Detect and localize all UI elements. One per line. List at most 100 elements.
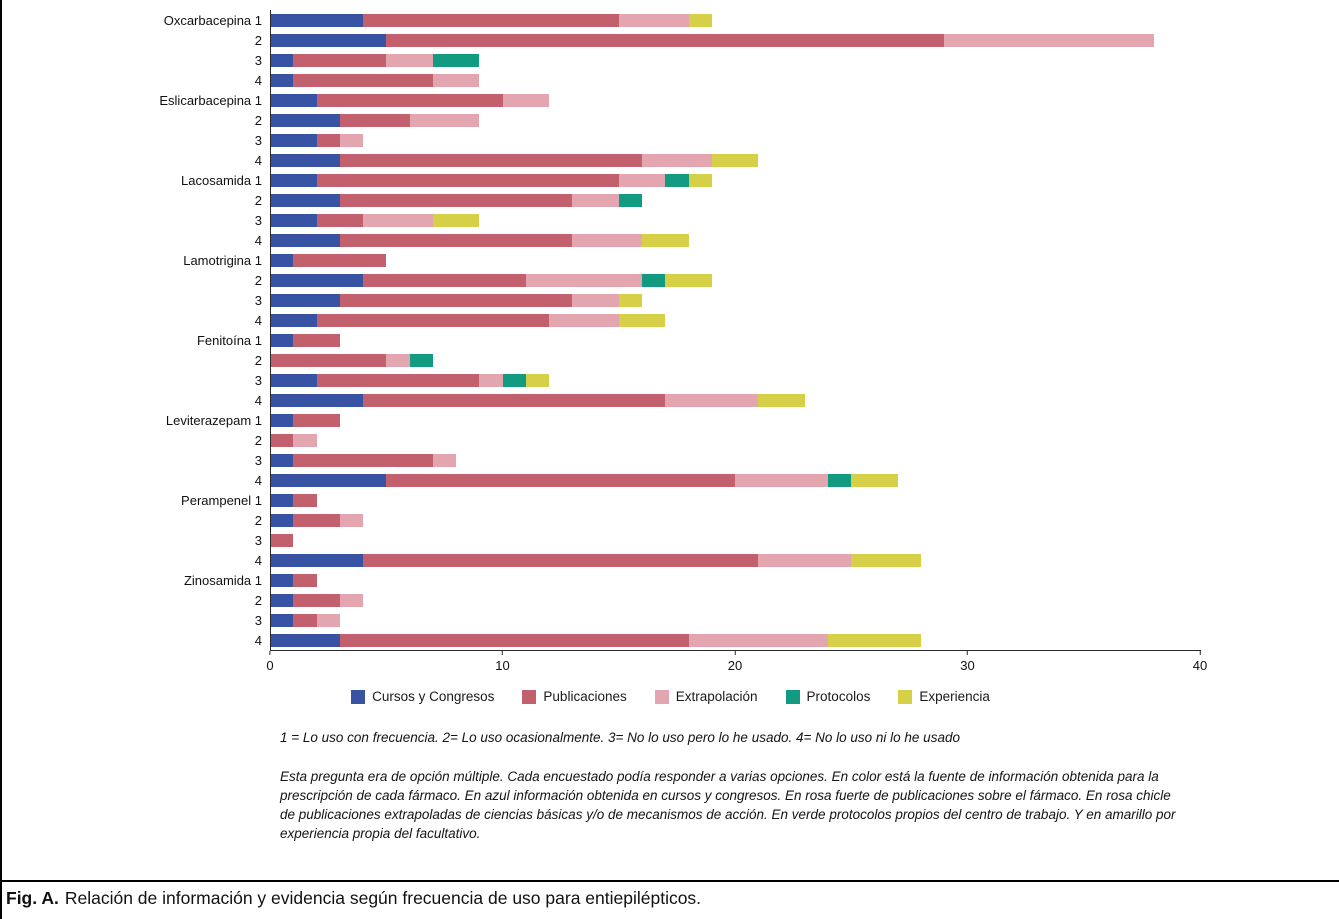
bar-stack <box>270 613 1200 627</box>
legend-item: Experiencia <box>898 689 990 704</box>
bar-stack <box>270 413 1200 427</box>
bar-segment <box>293 253 387 267</box>
bar-segment <box>549 313 619 327</box>
caption-divider <box>2 880 1339 882</box>
legend-label: Protocolos <box>806 689 871 704</box>
legend-item: Publicaciones <box>522 689 627 704</box>
legend-item: Protocolos <box>785 689 871 704</box>
bar-segment <box>270 293 340 307</box>
bar-segment <box>270 113 340 127</box>
chart-row: 3 <box>2 530 1339 550</box>
chart-row: 2 <box>2 590 1339 610</box>
bar-segment <box>572 293 619 307</box>
bar-segment <box>316 173 619 187</box>
y-axis-label: Zinosamida 1 <box>183 572 262 588</box>
bar-segment <box>270 413 294 427</box>
legend-swatch <box>898 689 913 704</box>
bar-segment <box>270 133 317 147</box>
bar-segment <box>339 153 642 167</box>
bar-segment <box>339 593 363 607</box>
bar-segment <box>316 93 503 107</box>
x-axis-tick: 30 <box>960 651 975 673</box>
bar-stack <box>270 173 1200 187</box>
chart-row: 2 <box>2 350 1339 370</box>
chart-row: 3 <box>2 610 1339 630</box>
bar-segment <box>688 13 712 27</box>
chart-row: Leviterazepam 1 <box>2 410 1339 430</box>
y-axis-label: 4 <box>254 152 262 168</box>
legend-item: Cursos y Congresos <box>351 689 494 704</box>
chart-row: 3 <box>2 50 1339 70</box>
bar-segment <box>293 333 340 347</box>
bar-segment <box>432 213 480 227</box>
bar-segment <box>642 233 689 247</box>
bar-segment <box>944 33 1154 47</box>
x-axis-tick: 20 <box>728 651 742 673</box>
legend-label: Experiencia <box>919 689 990 704</box>
legend-item: Extrapolación <box>654 689 758 704</box>
chart-row: Eslicarbacepina 1 <box>2 90 1339 110</box>
bar-stack <box>270 493 1200 507</box>
bar-segment <box>293 73 433 87</box>
bar-segment <box>270 633 340 647</box>
bar-segment <box>293 593 340 607</box>
chart-row: 2 <box>2 110 1339 130</box>
bar-stack <box>270 333 1200 347</box>
y-axis-label: Lamotrigina 1 <box>183 252 262 268</box>
bar-stack <box>270 593 1200 607</box>
y-axis-label: Lacosamida 1 <box>181 172 262 188</box>
bar-segment <box>502 373 526 387</box>
bar-segment <box>851 473 898 487</box>
chart-rows: Oxcarbacepina 1 2 3 4 Eslicarbacepina 1 2 3 4 La… <box>2 10 1339 650</box>
bar-stack <box>270 353 1200 367</box>
bar-segment <box>409 113 480 127</box>
y-axis-label: 2 <box>254 592 262 608</box>
y-axis-label: 3 <box>254 52 262 68</box>
chart-row: 4 <box>2 630 1339 650</box>
legend-label: Extrapolación <box>675 689 758 704</box>
chart-row: Lamotrigina 1 <box>2 250 1339 270</box>
bar-segment <box>339 293 573 307</box>
legend-label: Publicaciones <box>543 689 627 704</box>
y-axis-label: Perampenel 1 <box>181 492 262 508</box>
bar-stack <box>270 313 1200 327</box>
legend-swatch <box>522 689 537 704</box>
bar-stack <box>270 533 1200 547</box>
tick-mark <box>967 651 968 655</box>
bar-stack <box>270 113 1200 127</box>
y-axis-label: 4 <box>254 632 262 648</box>
bar-segment <box>386 33 945 47</box>
scale-key: 1 = Lo uso con frecuencia. 2= Lo uso oca… <box>280 730 960 745</box>
bar-segment <box>828 633 921 647</box>
bar-segment <box>386 473 735 487</box>
bar-segment <box>618 293 642 307</box>
legend-label: Cursos y Congresos <box>372 689 495 704</box>
bar-segment <box>363 393 666 407</box>
bar-segment <box>572 233 642 247</box>
bar-segment <box>339 233 573 247</box>
y-axis-label: 3 <box>254 132 262 148</box>
chart-row: 4 <box>2 550 1339 570</box>
bar-segment <box>293 513 340 527</box>
bar-stack <box>270 273 1200 287</box>
bar-segment <box>642 273 666 287</box>
bar-segment <box>618 313 666 327</box>
bar-stack <box>270 373 1200 387</box>
tick-label: 0 <box>266 658 274 673</box>
chart-row: Lacosamida 1 <box>2 170 1339 190</box>
bar-segment <box>270 553 363 567</box>
chart-row: Zinosamida 1 <box>2 570 1339 590</box>
y-axis-label: 3 <box>254 452 262 468</box>
chart-row: 3 <box>2 210 1339 230</box>
y-axis-label: 3 <box>254 212 262 228</box>
bar-segment <box>618 173 666 187</box>
x-axis-tick: 0 <box>266 651 274 673</box>
y-axis-label: 2 <box>254 192 262 208</box>
chart-legend: Cursos y Congresos Publicaciones Extrapola… <box>2 689 1339 704</box>
bar-segment <box>270 593 294 607</box>
y-axis-label: 3 <box>254 372 262 388</box>
bar-segment <box>270 473 387 487</box>
figure-caption: Relación de información y evidencia segú… <box>64 888 702 908</box>
bar-stack <box>270 473 1200 487</box>
